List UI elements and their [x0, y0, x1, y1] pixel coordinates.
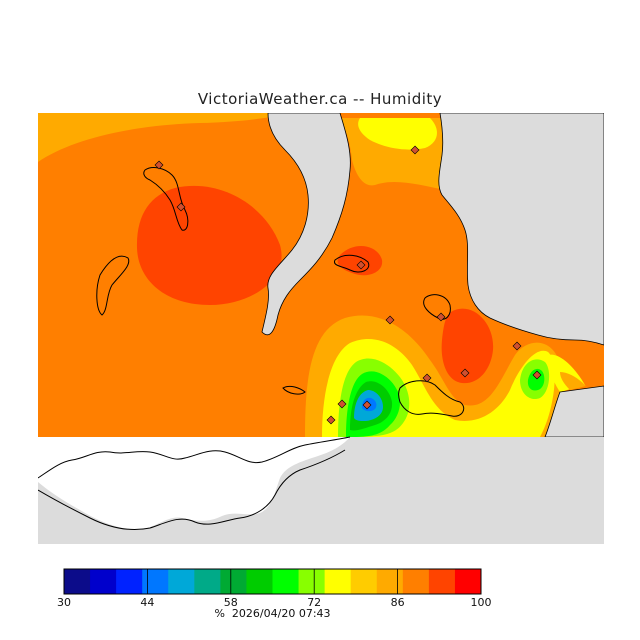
legend-caption: % 2026/04/20 07:43: [0, 607, 545, 620]
legend-swatch: [454, 569, 482, 594]
coast-peninsula-south: [398, 380, 465, 417]
south-grey-land: [38, 437, 604, 544]
south-region: [38, 437, 604, 544]
contour-red-centre: [337, 245, 383, 276]
legend-swatch: [428, 569, 456, 594]
legend-timestamp: 2026/04/20 07:43: [231, 607, 331, 620]
station-marker: [436, 312, 446, 322]
contour-red-west: [136, 185, 282, 305]
legend-tick-label: 72: [307, 596, 321, 609]
grey-east-upper: [438, 113, 604, 346]
station-marker: [154, 160, 164, 170]
legend-tick-label: 30: [57, 596, 71, 609]
coast-island-inlet: [333, 254, 370, 273]
legend-swatch: [324, 569, 352, 594]
station-marker: [532, 370, 542, 380]
map-title: VictoriaWeather.ca -- Humidity: [197, 90, 443, 108]
legend-swatch: [194, 569, 221, 594]
station-marker: [512, 341, 522, 351]
legend-unit: %: [214, 607, 225, 620]
station-marker: [337, 399, 347, 409]
contour-red-east: [441, 308, 494, 384]
legend-color-bar: [63, 568, 482, 595]
station-marker: [385, 315, 395, 325]
coastlines: [38, 167, 465, 531]
legend-swatch: [376, 569, 404, 594]
coast-island-east: [423, 294, 451, 320]
legend-tick-label: 58: [224, 596, 238, 609]
station-marker: [422, 373, 432, 383]
station-marker: [326, 415, 336, 425]
coast-island-northwest: [143, 167, 189, 231]
legend-swatch: [220, 569, 247, 594]
legend-swatch: [402, 569, 430, 594]
legend-tick-label: 44: [140, 596, 154, 609]
station-marker: [176, 202, 186, 212]
legend-ticks: 30 44 58 72 86 100: [57, 569, 492, 609]
legend-swatch: [246, 569, 273, 594]
coast-south-land-top: [38, 436, 351, 479]
legend-swatch: [298, 569, 326, 594]
legend-swatch: [142, 569, 169, 594]
contour-yellow-ne: [358, 118, 437, 150]
legend-swatch: [272, 569, 300, 594]
legend-swatch: [168, 569, 195, 594]
station-markers: [154, 145, 542, 425]
station-marker: [362, 400, 372, 410]
grey-channel-north: [261, 113, 351, 336]
station-marker: [460, 368, 470, 378]
coast-island-west: [96, 255, 130, 316]
legend-swatch: [90, 569, 117, 594]
station-marker: [356, 260, 366, 270]
legend-tick-label: 100: [471, 596, 492, 609]
contour-light-orange-nw: [38, 113, 290, 162]
coast-south-land-bottom: [38, 449, 346, 531]
grey-east-lower: [544, 385, 604, 438]
legend-swatch: [116, 569, 143, 594]
legend-swatch: [64, 569, 91, 594]
legend-tick-label: 86: [391, 596, 405, 609]
legend-swatch: [350, 569, 378, 594]
station-marker: [410, 145, 420, 155]
coast-island-small: [282, 385, 306, 395]
contour-orange-east-tip: [560, 372, 586, 390]
